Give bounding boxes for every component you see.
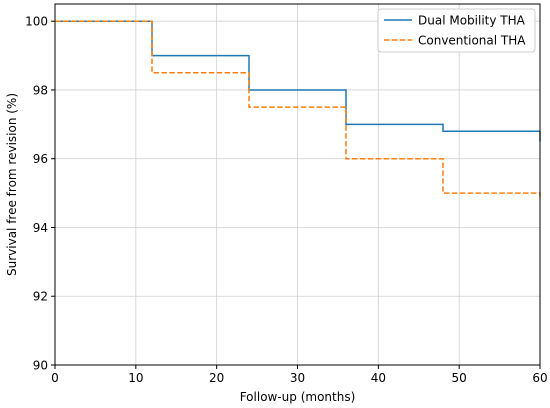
y-tick-label: 98 — [33, 83, 48, 97]
y-tick-label: 100 — [25, 14, 48, 28]
x-tick-label: 50 — [452, 371, 467, 385]
x-tick-label: 0 — [51, 371, 59, 385]
grid-layer — [54, 4, 541, 366]
y-tick-label: 90 — [33, 358, 48, 372]
legend-label-dual-mobility: Dual Mobility THA — [418, 14, 526, 28]
y-tick-label: 96 — [33, 152, 48, 166]
x-tick-label: 60 — [532, 371, 547, 385]
x-tick-label: 10 — [128, 371, 143, 385]
y-tick-label: 94 — [33, 221, 48, 235]
legend-box — [377, 8, 536, 53]
x-axis-label: Follow-up (months) — [240, 390, 356, 404]
y-axis-label: Survival free from revision (%) — [5, 93, 19, 276]
x-tick-label: 20 — [209, 371, 224, 385]
legend: Dual Mobility THA Conventional THA — [377, 8, 536, 53]
legend-label-conventional: Conventional THA — [418, 34, 526, 48]
series-layer — [55, 20, 541, 200]
tick-layer: 0 10 20 30 40 50 60 90 92 94 96 98 100 — [25, 14, 548, 385]
y-tick-label: 92 — [33, 290, 48, 304]
x-tick-label: 30 — [290, 371, 305, 385]
x-tick-label: 40 — [371, 371, 386, 385]
series-line-conventional — [55, 20, 541, 200]
